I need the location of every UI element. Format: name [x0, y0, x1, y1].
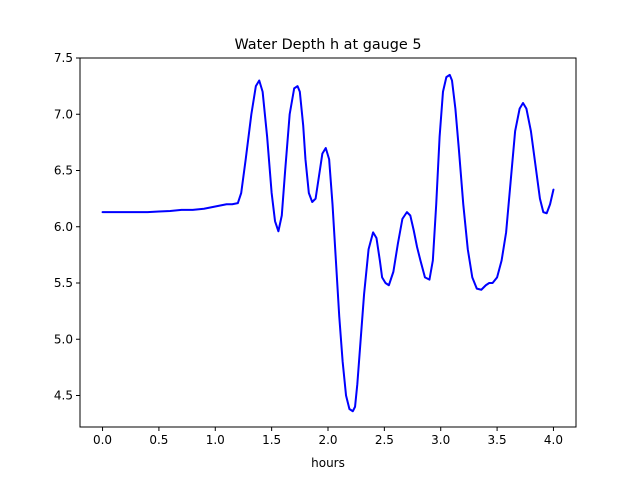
y-tick-label: 4.5 — [54, 389, 73, 403]
plot-area: 0.0 0.5 1.0 1.5 2.0 2.5 3.0 3.5 4.0 4.5 5.0 5.5 6.0 6… — [54, 51, 577, 447]
x-tick-label: 3.5 — [488, 433, 507, 447]
chart-title: Water Depth h at gauge 5 — [234, 37, 421, 53]
series-line-0 — [101, 73, 555, 413]
x-tick-label: 2.0 — [318, 433, 337, 447]
x-tick-label: 0.5 — [149, 433, 168, 447]
x-tick-label: 0.0 — [93, 433, 112, 447]
x-tick-label: 4.0 — [544, 433, 563, 447]
x-axis-title: hours — [311, 456, 345, 470]
y-tick-label: 5.0 — [54, 332, 73, 346]
x-tick-label: 1.5 — [262, 433, 281, 447]
x-tick-label: 1.0 — [206, 433, 225, 447]
y-tick-label: 6.0 — [54, 220, 73, 234]
y-tick-label: 5.5 — [54, 276, 73, 290]
x-tick-label: 2.5 — [375, 433, 394, 447]
y-tick-label: 6.5 — [54, 164, 73, 178]
x-tick-label: 3.0 — [431, 433, 450, 447]
y-tick-label: 7.0 — [54, 107, 73, 121]
y-tick-label: 7.5 — [54, 51, 73, 65]
